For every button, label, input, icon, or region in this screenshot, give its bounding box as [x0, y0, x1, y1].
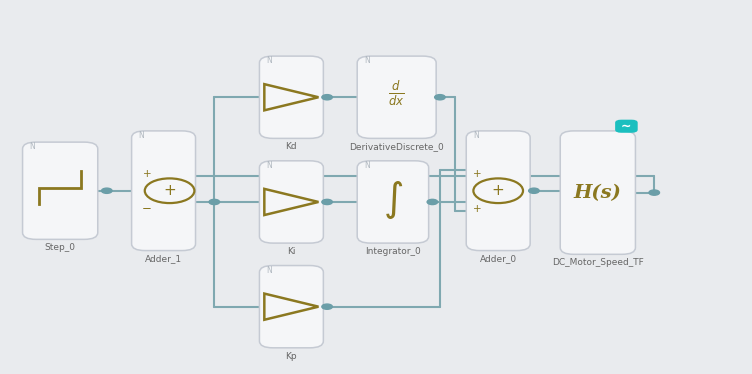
Text: N: N	[266, 266, 272, 275]
Text: Integrator_0: Integrator_0	[365, 247, 421, 256]
Circle shape	[322, 95, 332, 100]
FancyBboxPatch shape	[466, 131, 530, 251]
Circle shape	[322, 199, 332, 205]
Text: +: +	[473, 169, 481, 178]
Text: N: N	[473, 131, 479, 140]
Text: −: −	[142, 202, 152, 215]
Circle shape	[529, 188, 539, 193]
Circle shape	[427, 199, 438, 205]
Circle shape	[102, 188, 112, 193]
Text: N: N	[266, 161, 272, 170]
Text: Ki: Ki	[287, 247, 296, 256]
Text: DerivativeDiscrete_0: DerivativeDiscrete_0	[350, 142, 444, 151]
Circle shape	[144, 178, 194, 203]
Text: +: +	[473, 204, 481, 214]
FancyBboxPatch shape	[560, 131, 635, 254]
Circle shape	[474, 178, 523, 203]
FancyBboxPatch shape	[259, 161, 323, 243]
Text: H(s): H(s)	[574, 184, 622, 202]
Text: $\int$: $\int$	[383, 179, 403, 221]
Text: Kd: Kd	[286, 142, 297, 151]
Text: N: N	[364, 56, 370, 65]
Text: N: N	[29, 142, 35, 151]
Text: N: N	[364, 161, 370, 170]
Circle shape	[649, 190, 660, 195]
FancyBboxPatch shape	[132, 131, 196, 251]
Text: $\frac{d}{dx}$: $\frac{d}{dx}$	[389, 79, 405, 108]
FancyBboxPatch shape	[615, 120, 638, 133]
Text: Step_0: Step_0	[44, 243, 76, 252]
Text: Kp: Kp	[286, 352, 297, 361]
FancyBboxPatch shape	[23, 142, 98, 239]
FancyBboxPatch shape	[357, 56, 436, 138]
FancyBboxPatch shape	[259, 56, 323, 138]
Text: Adder_1: Adder_1	[145, 254, 182, 263]
Text: +: +	[492, 183, 505, 198]
Text: Adder_0: Adder_0	[480, 254, 517, 263]
Text: DC_Motor_Speed_TF: DC_Motor_Speed_TF	[552, 258, 644, 267]
Text: N: N	[266, 56, 272, 65]
Text: N: N	[138, 131, 144, 140]
Circle shape	[322, 304, 332, 309]
Circle shape	[209, 199, 220, 205]
FancyBboxPatch shape	[357, 161, 429, 243]
Text: ∼: ∼	[621, 120, 632, 133]
Text: +: +	[143, 169, 151, 178]
FancyBboxPatch shape	[259, 266, 323, 348]
Text: +: +	[163, 183, 176, 198]
Circle shape	[435, 95, 445, 100]
